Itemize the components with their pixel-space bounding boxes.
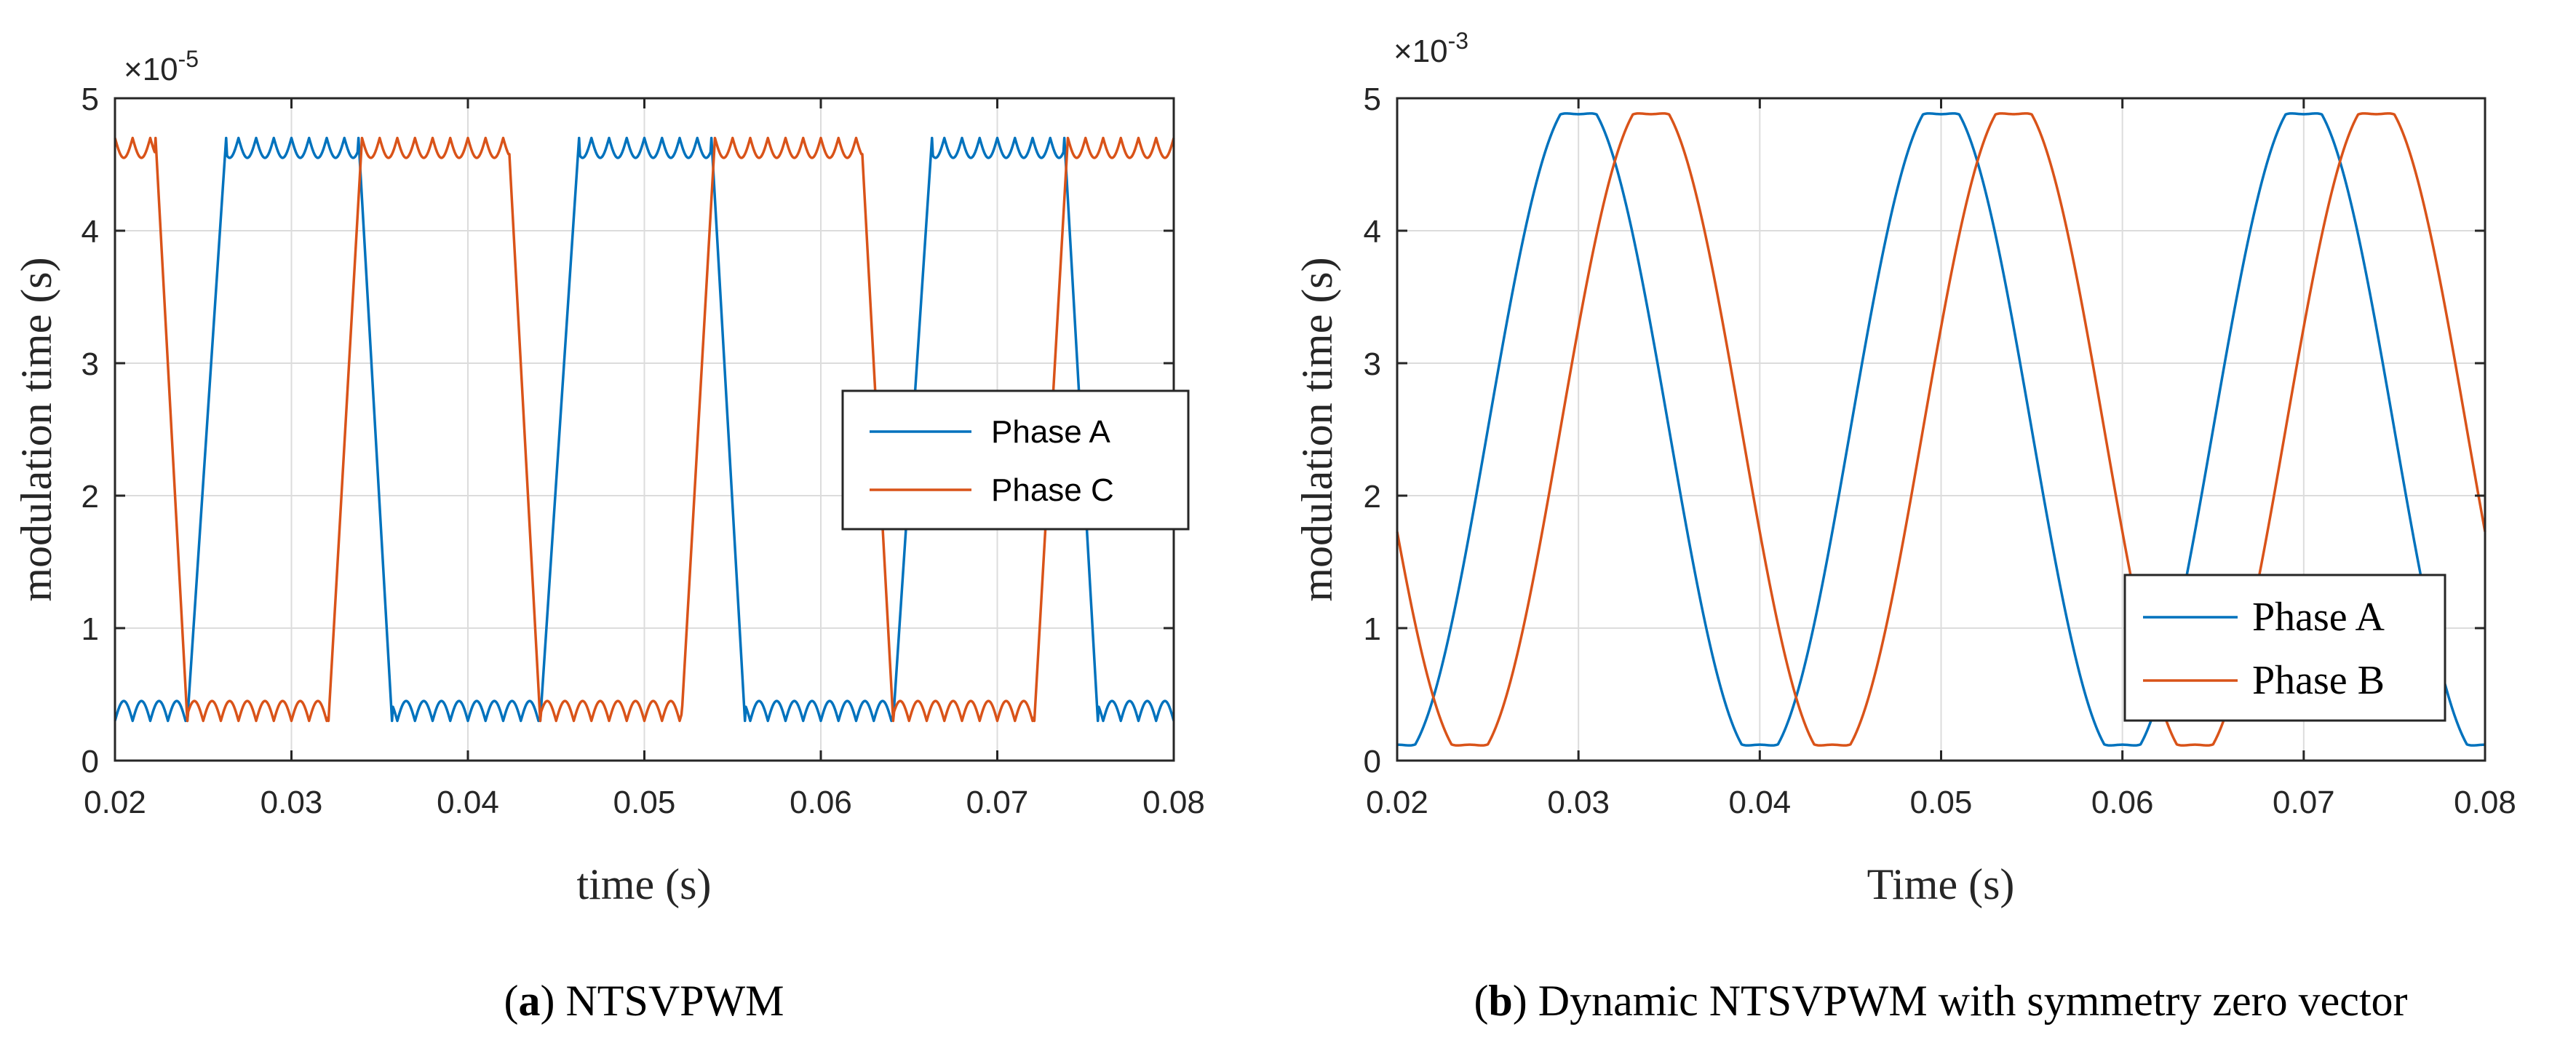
- legend-box: [2123, 574, 2446, 722]
- y-tick-label: 5: [82, 82, 99, 117]
- legend-label-phase-a: Phase A: [2252, 595, 2385, 640]
- panel-b: 0.02 0.03 0.04 0.05 0.06 0.07 0.08 0 1 2 3 4 5 ×10-…: [1293, 28, 2516, 1025]
- axis-multiplier-base: ×10: [124, 52, 178, 87]
- y-tick-labels: 0 1 2 3 4 5: [82, 82, 99, 780]
- panel-a: 0.02 0.03 0.04 0.05 0.06 0.07 0.08 0 1 2 3 4 5 ×10-…: [12, 46, 1205, 1025]
- series-group: [114, 136, 1175, 723]
- x-tick-label: 0.06: [2091, 785, 2154, 820]
- y-tick-label: 2: [1364, 479, 1381, 515]
- x-tick-label: 0.06: [790, 785, 852, 820]
- legend-label-phase-b: Phase B: [2252, 658, 2385, 703]
- series-group: [1396, 112, 2486, 747]
- x-axis-label: time (s): [577, 860, 712, 908]
- x-tick-label: 0.04: [1729, 785, 1792, 820]
- axis-multiplier-base: ×10: [1394, 33, 1448, 69]
- caption-a: (a) NTSVPWM: [504, 977, 784, 1025]
- y-tick-label: 3: [82, 346, 99, 382]
- x-tick-label: 0.03: [1547, 785, 1610, 820]
- caption-b-label: b: [1488, 977, 1512, 1025]
- y-tick-label: 4: [1364, 214, 1381, 250]
- series-line-phase-c: [114, 136, 1175, 723]
- axis-multiplier-exponent: -3: [1448, 28, 1468, 54]
- x-tick-label: 0.02: [84, 785, 146, 820]
- y-tick-label: 4: [82, 214, 99, 250]
- axis-multiplier-exponent: -5: [178, 46, 199, 72]
- tick-marks: [1396, 97, 2486, 762]
- x-tick-labels: 0.02 0.03 0.04 0.05 0.06 0.07 0.08: [1366, 785, 2516, 820]
- x-tick-label: 0.05: [613, 785, 676, 820]
- x-tick-label: 0.08: [1142, 785, 1205, 820]
- x-tick-label: 0.04: [437, 785, 499, 820]
- series-line-phase-a: [114, 136, 1175, 723]
- x-tick-labels: 0.02 0.03 0.04 0.05 0.06 0.07 0.08: [84, 785, 1205, 820]
- series-line-phase-a: [1396, 112, 2486, 747]
- y-tick-label: 0: [82, 744, 99, 780]
- tick-marks: [114, 97, 1175, 762]
- y-tick-label: 1: [1364, 611, 1381, 647]
- y-axis-label: modulation time (s): [12, 257, 60, 601]
- caption-a-text: NTSVPWM: [565, 977, 784, 1025]
- caption-a-label: a: [518, 977, 540, 1025]
- y-axis-label: modulation time (s): [1293, 257, 1341, 601]
- x-tick-label: 0.07: [966, 785, 1029, 820]
- axis-multiplier: ×10-5: [124, 46, 199, 87]
- y-tick-label: 0: [1364, 744, 1381, 780]
- legend: Phase A Phase C: [841, 389, 1190, 531]
- legend-label-phase-a: Phase A: [991, 414, 1111, 450]
- x-tick-label: 0.07: [2273, 785, 2335, 820]
- legend-label-phase-c: Phase C: [991, 472, 1114, 508]
- caption-b-text: Dynamic NTSVPWM with symmetry zero vecto…: [1538, 977, 2408, 1025]
- y-tick-label: 3: [1364, 346, 1381, 382]
- x-tick-label: 0.05: [1910, 785, 1973, 820]
- axis-multiplier: ×10-3: [1394, 28, 1468, 69]
- y-tick-labels: 0 1 2 3 4 5: [1364, 82, 1381, 780]
- y-tick-label: 2: [82, 479, 99, 515]
- series-line-phase-b: [1396, 112, 2486, 747]
- x-axis-label: Time (s): [1867, 860, 2015, 908]
- y-tick-label: 5: [1364, 82, 1381, 117]
- x-tick-label: 0.03: [261, 785, 323, 820]
- x-tick-label: 0.02: [1366, 785, 1428, 820]
- caption-b: (b) Dynamic NTSVPWM with symmetry zero v…: [1474, 977, 2407, 1025]
- x-tick-label: 0.08: [2454, 785, 2516, 820]
- y-tick-label: 1: [82, 611, 99, 647]
- legend-box: [841, 389, 1190, 531]
- legend: Phase A Phase B: [2123, 574, 2446, 722]
